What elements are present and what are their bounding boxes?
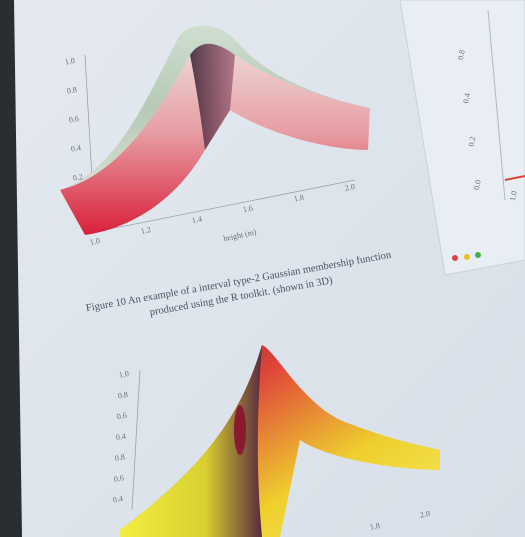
z-tick-label: 0.8 — [114, 452, 125, 463]
side-tick-label: 0.2 — [467, 136, 478, 147]
z-tick-label: 0.2 — [72, 172, 83, 183]
dot-green — [475, 252, 481, 258]
side-tick-label: 0.4 — [461, 93, 472, 104]
z-tick-label: 0.4 — [115, 432, 126, 443]
z-tick-label: 0.6 — [113, 473, 124, 484]
side-tick-label: 0.8 — [456, 49, 467, 60]
z-tick-label: 0.8 — [66, 85, 77, 96]
z-tick-label: 0.4 — [112, 494, 123, 505]
dot-yellow — [464, 254, 470, 260]
z-tick-label: 0.6 — [116, 411, 127, 422]
dot-red — [452, 255, 458, 261]
z-tick-label: 0.8 — [117, 390, 128, 401]
z-tick-label: 1.0 — [118, 369, 129, 380]
side-tick-label: 1.0 — [508, 190, 519, 201]
z-tick-label: 1.0 — [64, 56, 75, 67]
z-tick-label: 0.6 — [68, 114, 79, 125]
bottom-surface-edge — [234, 405, 246, 455]
z-tick-label: 0.4 — [70, 143, 81, 154]
photo: Figure 10 An example of a interval type-… — [0, 0, 525, 537]
side-tick-label: 0.0 — [472, 179, 483, 190]
